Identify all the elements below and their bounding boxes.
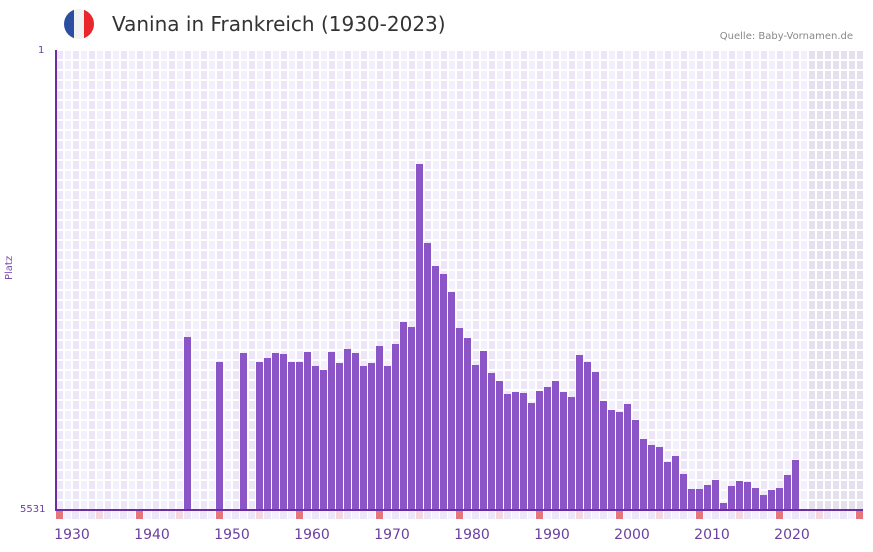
bar-1998 xyxy=(616,412,623,510)
bar-1986 xyxy=(520,393,527,510)
bar-1951 xyxy=(240,353,247,510)
plot-area xyxy=(56,50,863,510)
x-axis-line xyxy=(56,509,863,511)
bar-1985 xyxy=(512,392,519,510)
bar-1961 xyxy=(320,370,327,510)
chart-title: Vanina in Frankreich (1930-2023) xyxy=(112,12,446,36)
bar-2019 xyxy=(784,475,791,510)
bar-2009 xyxy=(704,485,711,510)
y-axis-bottom-label: 5531 xyxy=(20,504,46,515)
bar-2016 xyxy=(760,495,767,510)
bar-1996 xyxy=(600,401,607,510)
bar-1988 xyxy=(536,391,543,510)
bar-2008 xyxy=(696,489,703,510)
bar-2014 xyxy=(744,482,751,510)
bar-1955 xyxy=(272,353,279,510)
bar-2011 xyxy=(720,503,727,510)
bar-chart xyxy=(56,50,863,510)
bar-1967 xyxy=(368,363,375,510)
bar-1997 xyxy=(608,410,615,510)
bar-1993 xyxy=(576,355,583,510)
x-tick-1950: 1950 xyxy=(214,527,250,543)
y-axis-line xyxy=(55,50,57,511)
bar-1966 xyxy=(360,366,367,510)
bar-1970 xyxy=(392,344,399,510)
bar-1989 xyxy=(544,387,551,510)
bar-1976 xyxy=(440,274,447,510)
bar-1958 xyxy=(296,362,303,510)
bar-1964 xyxy=(344,349,351,510)
x-tick-2020: 2020 xyxy=(774,527,810,543)
bar-1982 xyxy=(488,373,495,510)
bar-1968 xyxy=(376,346,383,510)
bar-1977 xyxy=(448,292,455,510)
bar-1965 xyxy=(352,353,359,510)
bar-1978 xyxy=(456,328,463,510)
bar-2015 xyxy=(752,488,759,510)
x-tick-1980: 1980 xyxy=(454,527,490,543)
bar-1980 xyxy=(472,365,479,510)
bar-1994 xyxy=(584,362,591,510)
bar-2010 xyxy=(712,480,719,510)
bar-1957 xyxy=(288,362,295,510)
bar-1987 xyxy=(528,403,535,510)
bar-1979 xyxy=(464,338,471,510)
decade-markers xyxy=(56,511,863,519)
bar-2005 xyxy=(672,456,679,510)
bar-2000 xyxy=(632,420,639,510)
bar-1971 xyxy=(400,322,407,510)
bar-1995 xyxy=(592,372,599,510)
bar-1963 xyxy=(336,363,343,510)
bar-1953 xyxy=(256,362,263,510)
x-tick-1990: 1990 xyxy=(534,527,570,543)
x-tick-2000: 2000 xyxy=(614,527,650,543)
bar-2020 xyxy=(792,460,799,510)
bar-2001 xyxy=(640,439,647,510)
y-axis-top-label: 1 xyxy=(38,45,45,56)
bar-1948 xyxy=(216,362,223,510)
x-tick-1960: 1960 xyxy=(294,527,330,543)
bar-1954 xyxy=(264,358,271,510)
bar-2003 xyxy=(656,447,663,510)
bar-1972 xyxy=(408,327,415,510)
bar-1956 xyxy=(280,354,287,510)
x-tick-1970: 1970 xyxy=(374,527,410,543)
bar-1990 xyxy=(552,381,559,510)
source-credit: Quelle: Baby-Vornamen.de xyxy=(719,31,853,42)
x-tick-2010: 2010 xyxy=(694,527,730,543)
bar-1974 xyxy=(424,243,431,510)
bar-1962 xyxy=(328,352,335,510)
bar-1969 xyxy=(384,366,391,510)
x-tick-1930: 1930 xyxy=(54,527,90,543)
france-flag-icon xyxy=(64,9,94,39)
bar-1975 xyxy=(432,266,439,510)
bar-2002 xyxy=(648,445,655,510)
bar-2004 xyxy=(664,462,671,510)
bar-2012 xyxy=(728,486,735,510)
bar-1992 xyxy=(568,397,575,510)
bar-1984 xyxy=(504,394,511,510)
bar-1999 xyxy=(624,404,631,510)
bar-2018 xyxy=(776,488,783,510)
bar-2007 xyxy=(688,489,695,510)
bar-1991 xyxy=(560,392,567,510)
bar-1944 xyxy=(184,337,191,510)
bar-2006 xyxy=(680,474,687,510)
bar-1959 xyxy=(304,352,311,510)
x-tick-1940: 1940 xyxy=(134,527,170,543)
bar-1973 xyxy=(416,164,423,510)
y-axis-title: Platz xyxy=(4,255,15,280)
bar-2013 xyxy=(736,481,743,510)
bar-1983 xyxy=(496,381,503,510)
bar-2017 xyxy=(768,490,775,510)
bar-1981 xyxy=(480,351,487,510)
bar-1960 xyxy=(312,366,319,510)
